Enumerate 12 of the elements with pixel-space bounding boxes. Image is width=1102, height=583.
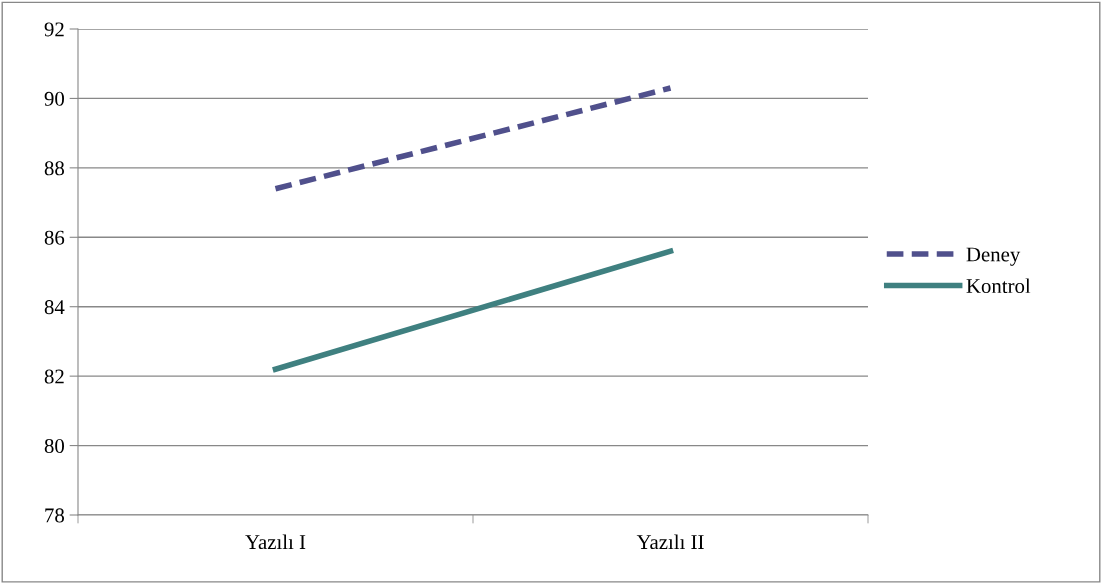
y-tick-label: 92 — [44, 22, 64, 37]
y-tick-label: 82 — [44, 369, 64, 384]
y-tick-label: 88 — [44, 161, 65, 176]
y-tick-label: 80 — [44, 438, 65, 453]
legend-label: Kontrol — [966, 278, 1031, 294]
x-tick-label: Yazılı II — [636, 534, 704, 550]
y-tick-label: 90 — [44, 91, 65, 106]
legend-label: Deney — [966, 247, 1021, 266]
x-tick-label: Yazılı I — [245, 534, 306, 550]
y-tick-label: 84 — [44, 300, 65, 315]
y-tick-label: 86 — [44, 230, 65, 245]
y-tick-label: 78 — [45, 508, 65, 523]
